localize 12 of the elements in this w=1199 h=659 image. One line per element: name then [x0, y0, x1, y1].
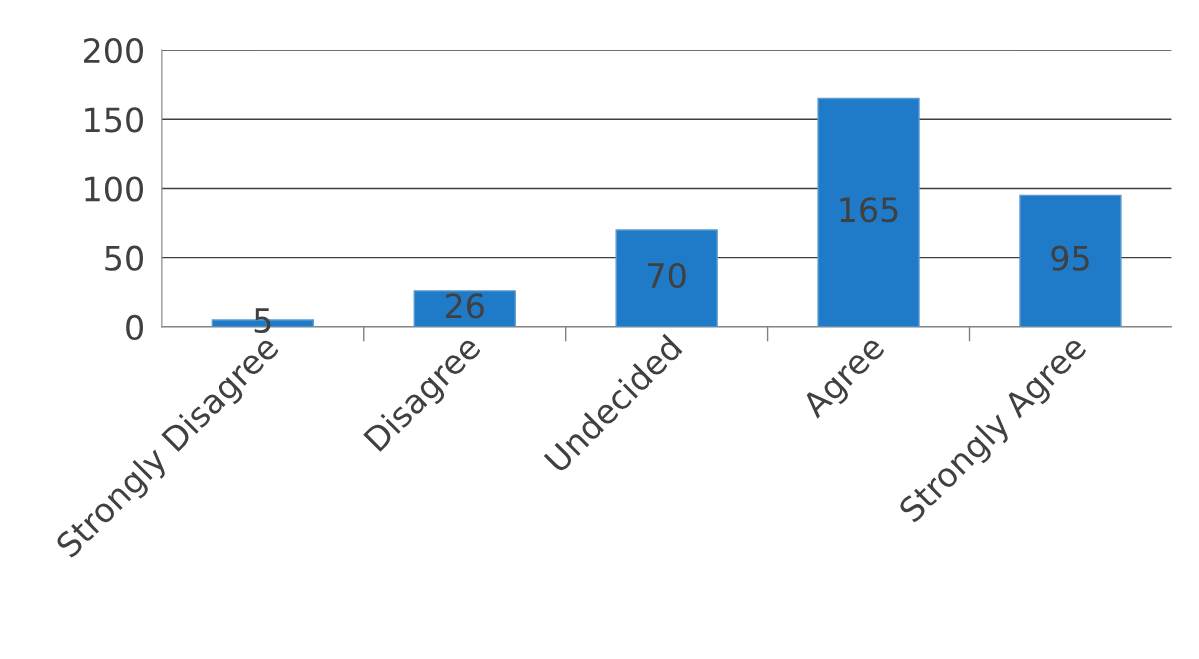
y-tick-label: 200	[84, 38, 143, 64]
bar	[615, 229, 718, 327]
y-tick-label: 150	[85, 107, 143, 133]
data-label: 70	[648, 262, 686, 289]
bar	[817, 97, 920, 327]
y-tick-label: 100	[85, 176, 143, 202]
data-label: 26	[445, 293, 484, 319]
y-tick-label: 0	[126, 314, 143, 340]
data-label: 165	[840, 197, 898, 223]
data-label: 95	[1051, 245, 1089, 271]
y-tick-label: 50	[105, 245, 143, 271]
bar	[1019, 194, 1122, 327]
